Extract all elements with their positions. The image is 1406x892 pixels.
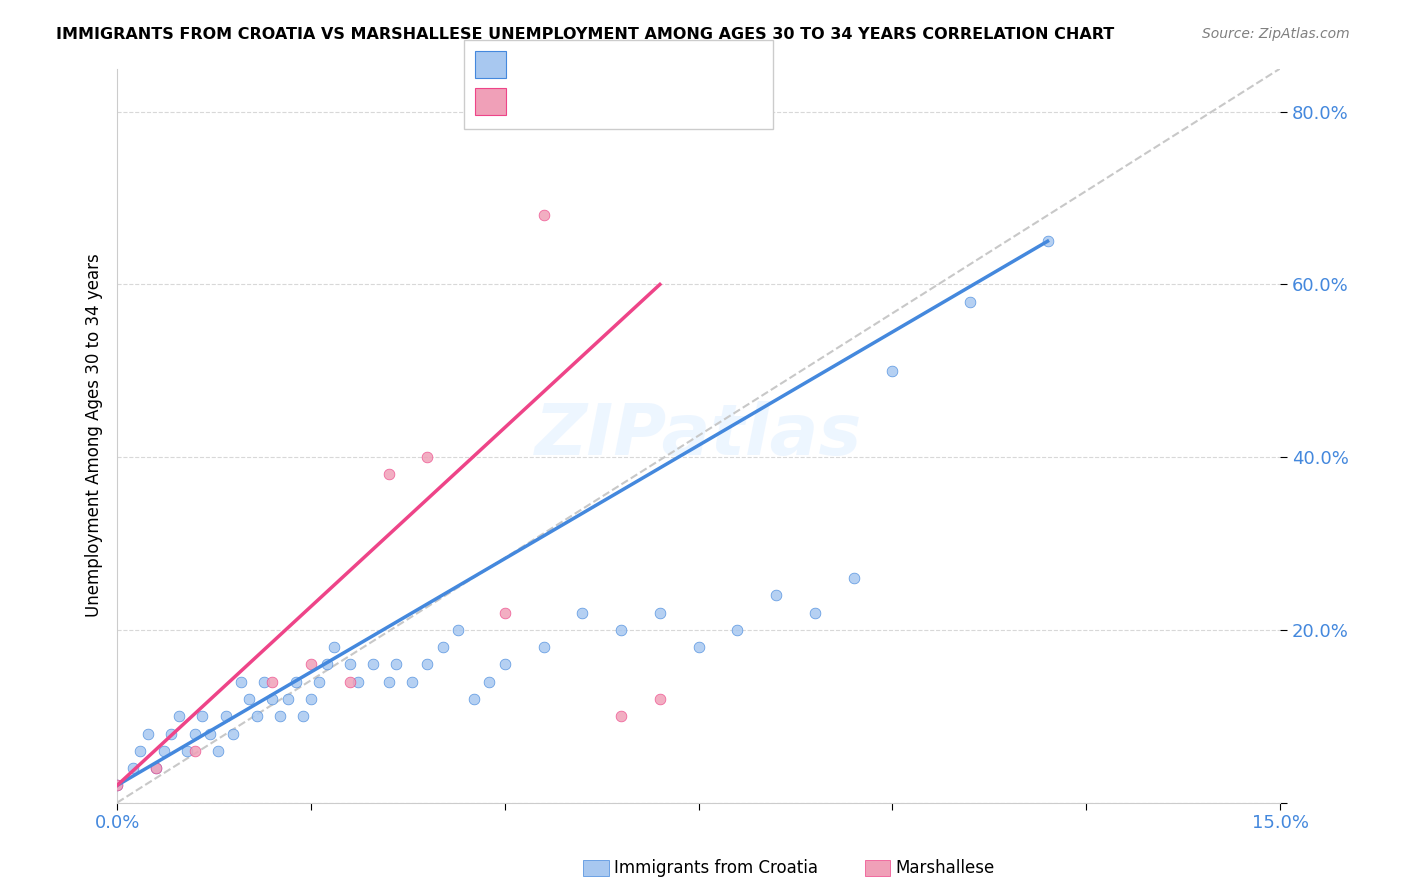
Point bbox=[447, 623, 470, 637]
Point bbox=[145, 761, 167, 775]
Point bbox=[323, 640, 346, 654]
Point bbox=[361, 657, 384, 672]
Point bbox=[299, 657, 322, 672]
Point bbox=[238, 692, 260, 706]
Point bbox=[688, 640, 710, 654]
Point bbox=[105, 778, 128, 792]
Point bbox=[207, 744, 229, 758]
Point bbox=[167, 709, 190, 723]
Point bbox=[432, 640, 454, 654]
Point bbox=[339, 674, 361, 689]
Point bbox=[269, 709, 291, 723]
Point bbox=[121, 761, 143, 775]
Point bbox=[882, 364, 904, 378]
Text: Immigrants from Croatia: Immigrants from Croatia bbox=[614, 859, 818, 877]
Point bbox=[183, 744, 205, 758]
Point bbox=[200, 726, 222, 740]
Point bbox=[533, 208, 555, 222]
Point bbox=[253, 674, 276, 689]
Point bbox=[315, 657, 337, 672]
Point bbox=[416, 450, 439, 464]
Text: R = 0.862   N = 52: R = 0.862 N = 52 bbox=[517, 55, 688, 73]
Point bbox=[262, 674, 284, 689]
Point bbox=[183, 726, 205, 740]
Point bbox=[231, 674, 253, 689]
Point bbox=[136, 726, 159, 740]
Point bbox=[416, 657, 439, 672]
Point bbox=[292, 709, 315, 723]
Point bbox=[160, 726, 183, 740]
Point bbox=[246, 709, 269, 723]
Text: ZIPatlas: ZIPatlas bbox=[534, 401, 862, 470]
Point bbox=[610, 623, 633, 637]
Point bbox=[346, 674, 368, 689]
Point bbox=[277, 692, 299, 706]
Point bbox=[377, 467, 399, 482]
Point bbox=[222, 726, 245, 740]
Point bbox=[959, 294, 981, 309]
Point bbox=[262, 692, 284, 706]
Point bbox=[401, 674, 423, 689]
Point bbox=[377, 674, 399, 689]
Text: Source: ZipAtlas.com: Source: ZipAtlas.com bbox=[1202, 27, 1350, 41]
Point bbox=[339, 657, 361, 672]
Point bbox=[765, 588, 787, 602]
Point bbox=[145, 761, 167, 775]
Point bbox=[105, 778, 128, 792]
Point bbox=[571, 606, 593, 620]
Point bbox=[129, 744, 152, 758]
Point bbox=[494, 606, 516, 620]
Point bbox=[284, 674, 307, 689]
Text: Marshallese: Marshallese bbox=[896, 859, 995, 877]
Point bbox=[191, 709, 214, 723]
Point bbox=[842, 571, 865, 585]
Point bbox=[648, 606, 671, 620]
Point bbox=[176, 744, 198, 758]
Point bbox=[215, 709, 238, 723]
Point bbox=[610, 709, 633, 723]
Point bbox=[299, 692, 322, 706]
Text: R = 0.885   N = 12: R = 0.885 N = 12 bbox=[517, 93, 688, 111]
Point bbox=[152, 744, 174, 758]
Point bbox=[804, 606, 827, 620]
Point bbox=[725, 623, 748, 637]
Point bbox=[494, 657, 516, 672]
Text: IMMIGRANTS FROM CROATIA VS MARSHALLESE UNEMPLOYMENT AMONG AGES 30 TO 34 YEARS CO: IMMIGRANTS FROM CROATIA VS MARSHALLESE U… bbox=[56, 27, 1115, 42]
Point bbox=[478, 674, 501, 689]
Point bbox=[648, 692, 671, 706]
Point bbox=[308, 674, 330, 689]
Y-axis label: Unemployment Among Ages 30 to 34 years: Unemployment Among Ages 30 to 34 years bbox=[86, 253, 103, 617]
Point bbox=[533, 640, 555, 654]
Point bbox=[385, 657, 408, 672]
Point bbox=[463, 692, 485, 706]
Point bbox=[1036, 234, 1059, 248]
